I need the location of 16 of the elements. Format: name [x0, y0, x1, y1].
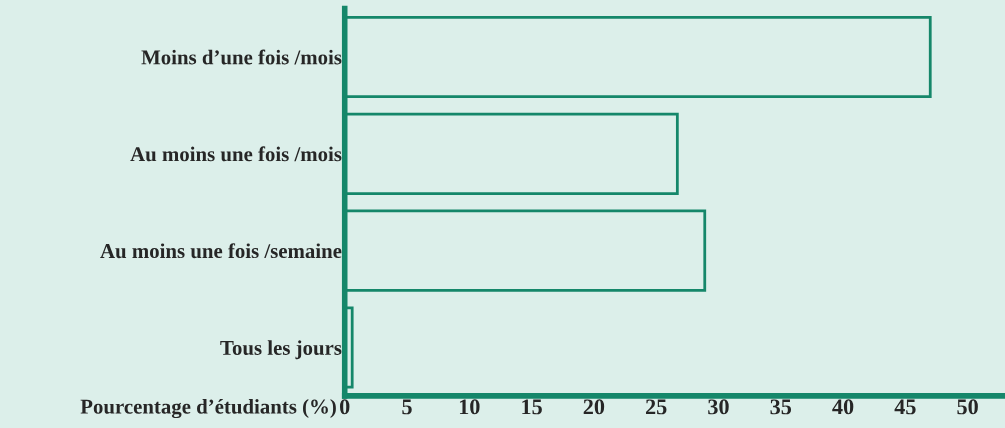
x-tick-label: 25 [645, 399, 667, 415]
y-tick-label: Au moins une fois /mois [130, 146, 342, 162]
x-tick-label: 30 [708, 399, 729, 415]
y-tick-label: Moins d’une fois /mois [141, 49, 342, 65]
x-tick-label: 15 [522, 399, 542, 415]
y-tick-label: Au moins une fois /semaine [100, 243, 342, 259]
x-tick-label: 40 [832, 399, 854, 415]
x-tick-label: 10 [459, 399, 480, 415]
x-tick-label: 50 [957, 399, 978, 415]
y-tick-label: Tous les jours [220, 340, 342, 360]
x-tick-label: 35 [770, 399, 792, 415]
x-tick-label: 0 [340, 399, 350, 415]
x-axis-title: Pourcentage d’étudiants (%) [80, 399, 336, 419]
x-tick-label: 45 [894, 399, 916, 415]
x-tick-label: 5 [402, 399, 412, 415]
x-tick-label: 20 [583, 399, 605, 415]
